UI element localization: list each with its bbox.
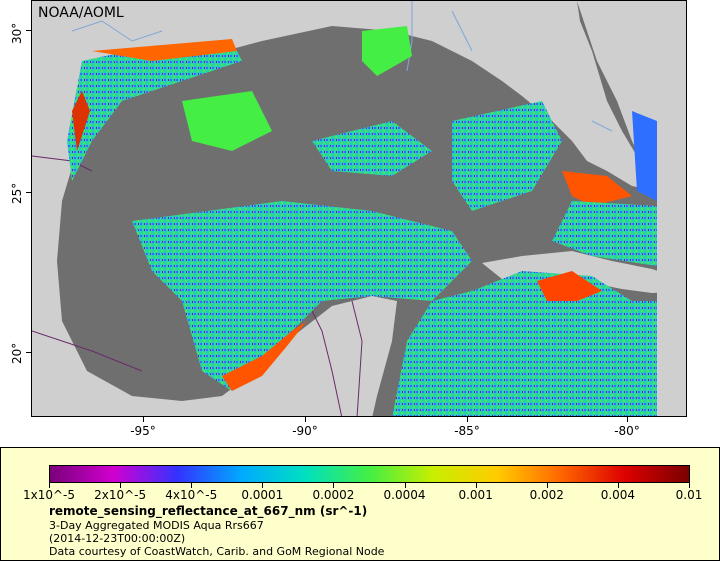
lon-tick-80: -80°: [614, 424, 640, 438]
colorbar-tick-label: 2x10^-5: [94, 488, 147, 502]
colorbar-tick-mark: [617, 483, 619, 488]
land-florida-keys-east: [577, 1, 686, 416]
lon-tick-mark: [627, 417, 628, 422]
lat-tick-20: 20°: [10, 342, 24, 364]
lat-tick-mark: [26, 30, 31, 31]
colorbar-tick-mark: [120, 483, 122, 488]
legend-panel: 1x10^-5 2x10^-5 4x10^-5 0.0001 0.0002 0.0004 0…: [0, 447, 720, 561]
rivers: [71, 1, 613, 132]
colorbar: [49, 465, 690, 483]
colorbar-tick-label: 0.0001: [241, 488, 284, 502]
variable-name: remote_sensing_reflectance_at_667_nm (sr…: [49, 504, 368, 518]
land-us-gulf-coast: [32, 1, 656, 416]
lon-tick-95: -95°: [130, 424, 156, 438]
reflectance-data: [67, 26, 657, 416]
colorbar-tick-mark: [546, 483, 548, 488]
map-panel[interactable]: NOAA/AOML: [31, 0, 687, 417]
colorbar-tick-label: 0.0002: [312, 488, 355, 502]
lon-tick-90: -90°: [292, 424, 318, 438]
lat-tick-25: 25°: [10, 182, 24, 204]
colorbar-tick-label: 1x10^-5: [22, 488, 76, 502]
colorbar-tick-mark: [191, 483, 193, 488]
time-stamp: (2014-12-23T00:00:00Z): [49, 532, 186, 545]
lon-tick-85: -85°: [454, 424, 480, 438]
colorbar-tick-label: 0.01: [675, 488, 703, 502]
lat-tick-mark: [26, 352, 31, 353]
courtesy-line: Data courtesy of CoastWatch, Carib. and …: [49, 545, 385, 558]
colorbar-tick-mark: [475, 483, 477, 488]
lat-tick-mark: [26, 192, 31, 193]
colorbar-tick-label: 0.001: [458, 488, 493, 502]
colorbar-tick-mark: [262, 483, 264, 488]
lon-tick-mark: [467, 417, 468, 422]
colorbar-tick-label: 4x10^-5: [165, 488, 218, 502]
map-canvas: [32, 1, 686, 416]
colorbar-tick-mark: [49, 483, 50, 488]
lon-tick-mark: [143, 417, 144, 422]
colorbar-tick-mark: [404, 483, 406, 488]
credit-label: NOAA/AOML: [38, 5, 124, 21]
dataset-name: 3-Day Aggregated MODIS Aqua Rrs667: [49, 519, 264, 532]
colorbar-tick-label: 0.002: [529, 488, 564, 502]
colorbar-tick-label: 0.0004: [383, 488, 426, 502]
colorbar-tick-mark: [333, 483, 335, 488]
lat-tick-30: 30°: [10, 22, 24, 44]
lon-tick-mark: [305, 417, 306, 422]
colorbar-tick-label: 0.004: [600, 488, 636, 502]
colorbar-tick-mark: [689, 483, 690, 488]
